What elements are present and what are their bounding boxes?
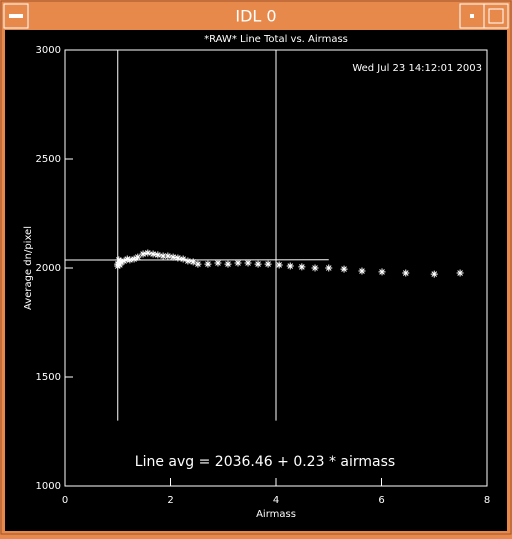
point	[144, 249, 151, 256]
x-tick-label: 6	[378, 495, 384, 506]
timestamp: Wed Jul 23 14:12:01 2003	[352, 63, 482, 74]
chart-title: *RAW* Line Total vs. Airmass	[204, 34, 348, 45]
y-tick-label: 1500	[36, 372, 61, 383]
y-tick-label: 2500	[36, 154, 61, 165]
x-tick-label: 8	[484, 495, 490, 506]
point	[325, 265, 332, 272]
minimize-icon	[470, 14, 474, 18]
y-axis-label: Average dn/pixel	[23, 226, 34, 310]
x-axis-label: Airmass	[256, 509, 296, 520]
y-tick-label: 1000	[36, 481, 61, 492]
point	[174, 254, 181, 261]
window-title: IDL 0	[235, 7, 276, 26]
y-tick-label: 3000	[36, 45, 61, 56]
menu-icon	[9, 14, 23, 18]
maximize-button[interactable]	[484, 4, 508, 28]
y-tick-label: 2000	[36, 263, 61, 274]
fit-annotation: Line avg = 2036.46 + 0.23 * airmass	[135, 454, 395, 470]
x-tick-label: 0	[62, 495, 68, 506]
x-tick-label: 2	[167, 495, 173, 506]
x-tick-label: 4	[273, 495, 279, 506]
